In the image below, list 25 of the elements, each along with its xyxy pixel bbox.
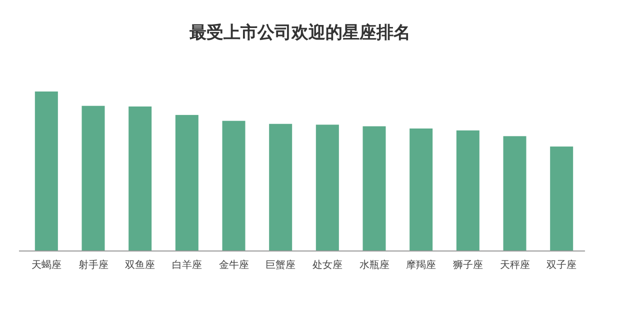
bar: [82, 106, 105, 251]
bar: [175, 114, 198, 251]
x-tick-label: 金牛座: [218, 259, 249, 271]
x-tick-label: 白羊座: [172, 259, 202, 271]
x-tick-label: 巨蟹座: [266, 259, 296, 271]
bar: [316, 124, 339, 251]
chart-title: 最受上市公司欢迎的星座排名: [188, 23, 410, 43]
x-tick-label: 水瓶座: [359, 259, 390, 271]
x-tick-label: 狮子座: [452, 259, 483, 271]
bar: [503, 136, 526, 251]
x-tick-label: 双子座: [546, 259, 577, 271]
bar: [128, 106, 152, 251]
x-tick-label: 天蝎座: [31, 259, 62, 271]
x-tick-label: 摩羯座: [406, 259, 436, 271]
bar: [222, 120, 246, 251]
bar: [362, 126, 386, 251]
bar: [456, 130, 480, 251]
bar: [550, 146, 574, 251]
bar: [269, 124, 292, 251]
bar: [34, 92, 58, 251]
x-tick-label: 双鱼座: [125, 259, 156, 271]
bar: [410, 128, 433, 251]
x-tick-label: 射手座: [78, 259, 108, 271]
x-tick-label: 处女座: [312, 259, 342, 271]
x-tick-label: 天秤座: [500, 259, 530, 271]
